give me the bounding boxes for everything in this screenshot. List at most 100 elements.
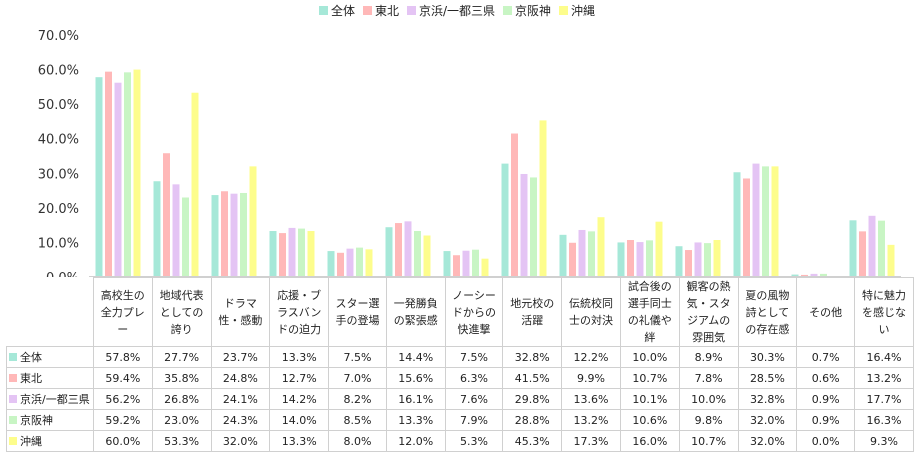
data-label: 7.5%	[328, 346, 387, 368]
legend-item: 沖縄	[559, 2, 595, 20]
data-label: 0.7%	[796, 346, 856, 368]
legend-label: 京阪神	[515, 4, 552, 18]
category-label: 地元校の活躍	[502, 277, 563, 347]
bar	[414, 231, 421, 277]
bar	[675, 246, 683, 277]
bar	[520, 173, 528, 277]
data-label: 8.5%	[328, 409, 387, 431]
bar	[868, 215, 876, 277]
y-tick-label: 0.0%	[46, 271, 79, 277]
data-label: 12.7%	[269, 367, 330, 389]
bar	[762, 166, 769, 277]
bar	[307, 231, 315, 277]
table-row: 京阪神 59.2% 23.0% 24.3% 14.0% 8.5% 13.3% 7.9% 28.8…	[6, 409, 914, 431]
bar	[655, 221, 663, 277]
y-tick-label: 20.0%	[38, 202, 79, 217]
data-label: 7.5%	[444, 346, 504, 368]
bar	[501, 163, 509, 277]
series-name: 京浜/一都三県	[20, 393, 90, 406]
bar	[182, 197, 189, 277]
bar	[211, 195, 219, 277]
data-label: 13.6%	[561, 388, 621, 410]
data-label: 26.8%	[151, 388, 212, 410]
bar	[539, 120, 547, 277]
data-label: 14.4%	[385, 346, 446, 368]
data-label: 32.0%	[737, 430, 798, 452]
data-label: 24.8%	[210, 367, 271, 389]
category-label: 特に魅力を感じない	[854, 277, 914, 347]
bar	[404, 221, 412, 277]
data-label: 8.9%	[678, 346, 739, 368]
bar	[511, 133, 518, 277]
data-label: 32.0%	[210, 430, 271, 452]
bar	[859, 231, 866, 277]
legend-label: 東北	[374, 4, 399, 18]
bar	[704, 243, 711, 277]
bar	[646, 240, 653, 277]
legend-swatch	[362, 6, 372, 15]
data-label: 23.7%	[210, 346, 271, 368]
data-label: 13.3%	[269, 346, 330, 368]
data-label: 28.8%	[502, 409, 563, 431]
data-label: 57.8%	[92, 346, 153, 368]
data-label: 0.9%	[796, 388, 856, 410]
bar	[569, 242, 576, 277]
bar	[163, 153, 170, 277]
bar	[240, 192, 247, 277]
category-group	[849, 215, 895, 277]
legend-label: 京浜/一都三県	[418, 4, 496, 18]
y-tick-label: 60.0%	[38, 64, 79, 79]
data-label: 13.2%	[561, 409, 621, 431]
bar	[346, 248, 354, 277]
data-label: 16.0%	[619, 430, 680, 452]
category-group	[327, 247, 373, 277]
data-label: 60.0%	[92, 430, 153, 452]
series-label: 全体	[6, 346, 94, 368]
bar	[249, 166, 257, 277]
y-tick-label: 10.0%	[38, 236, 79, 251]
data-label: 13.3%	[385, 409, 446, 431]
bar	[221, 191, 228, 277]
data-label: 0.0%	[796, 430, 856, 452]
data-label: 59.2%	[92, 409, 153, 431]
data-label: 12.2%	[561, 346, 621, 368]
bar	[878, 220, 885, 277]
bar	[559, 234, 567, 277]
data-label: 45.3%	[502, 430, 563, 452]
category-label: ノーシードからの快進撃	[444, 277, 504, 347]
data-label: 0.9%	[796, 409, 856, 431]
data-label: 35.8%	[151, 367, 212, 389]
table-corner	[6, 277, 94, 347]
bar	[810, 273, 818, 277]
series-swatch	[9, 437, 17, 445]
data-label: 13.3%	[269, 430, 330, 452]
bar	[472, 249, 479, 277]
legend-label: 全体	[330, 4, 355, 18]
bar	[356, 247, 363, 277]
bar	[743, 178, 750, 277]
bar	[172, 184, 180, 277]
legend-swatch	[318, 6, 328, 15]
data-label: 59.4%	[92, 367, 153, 389]
bar	[694, 242, 702, 277]
category-label: その他	[796, 277, 856, 347]
bar	[443, 251, 451, 277]
series-swatch	[9, 395, 17, 403]
bar	[124, 72, 131, 277]
bar	[733, 172, 741, 277]
legend-swatch	[503, 6, 513, 15]
data-label: 30.3%	[737, 346, 798, 368]
data-label: 7.6%	[444, 388, 504, 410]
category-group	[211, 166, 257, 277]
data-label: 10.7%	[619, 367, 680, 389]
data-label: 32.8%	[737, 388, 798, 410]
data-label: 10.0%	[619, 346, 680, 368]
table-row: 沖縄 60.0% 53.3% 32.0% 13.3% 8.0% 12.0% 5.3% 45.3%…	[6, 430, 914, 452]
data-label: 17.3%	[561, 430, 621, 452]
table-body: 全体 57.8% 27.7% 23.7% 13.3% 7.5% 14.4% 7.5% 32.8%…	[6, 346, 914, 452]
category-label: 地域代表としての誇り	[151, 277, 212, 347]
legend-swatch	[406, 6, 416, 15]
bar	[636, 242, 644, 277]
data-label: 12.0%	[385, 430, 446, 452]
